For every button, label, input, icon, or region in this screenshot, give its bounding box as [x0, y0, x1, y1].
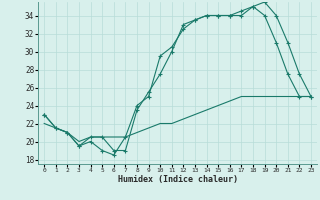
X-axis label: Humidex (Indice chaleur): Humidex (Indice chaleur) — [118, 175, 238, 184]
